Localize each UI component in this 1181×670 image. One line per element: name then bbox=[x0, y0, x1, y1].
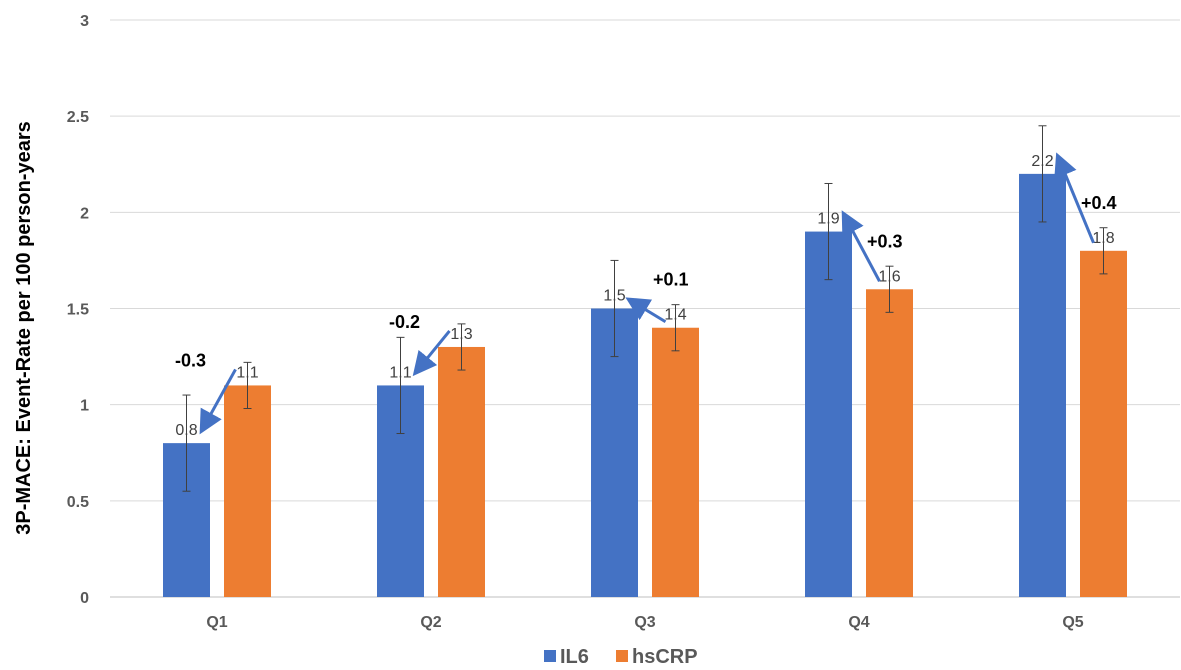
y-tick-label: 0.5 bbox=[67, 494, 89, 511]
bar-hscrp bbox=[224, 385, 271, 597]
bar-hscrp bbox=[866, 289, 913, 597]
x-axis-ticks: Q1 Q2 Q3 Q4 Q5 bbox=[206, 614, 1083, 631]
bars bbox=[163, 173, 1127, 598]
delta-arrows: -0.3 -0.2 +0.1 +0.3 +0.4 bbox=[175, 152, 1117, 435]
value-label: 1.5 bbox=[603, 288, 625, 305]
x-tick-label: Q3 bbox=[634, 614, 655, 631]
value-label: 1.3 bbox=[450, 326, 472, 343]
delta-annotation: +0.3 bbox=[867, 231, 903, 251]
legend-label-il6: IL6 bbox=[560, 646, 589, 668]
x-tick-label: Q1 bbox=[206, 614, 227, 631]
y-axis-ticks: 0 0.5 1 1.5 2 2.5 3 bbox=[67, 13, 89, 607]
y-axis-label: 3P-MACE: Event-Rate per 100 person-years bbox=[13, 121, 35, 534]
delta-annotation: -0.2 bbox=[389, 312, 420, 332]
value-label: 1.1 bbox=[236, 364, 258, 381]
y-tick-label: 2.5 bbox=[67, 109, 89, 126]
legend: IL6 hsCRP bbox=[544, 646, 698, 668]
x-tick-label: Q4 bbox=[848, 614, 869, 631]
bar-il6 bbox=[1019, 173, 1066, 597]
y-tick-label: 3 bbox=[80, 13, 89, 30]
value-label: 0.8 bbox=[175, 422, 197, 439]
delta-arrow bbox=[1054, 152, 1095, 244]
y-tick-label: 1 bbox=[80, 398, 89, 415]
value-label: 2.2 bbox=[1031, 153, 1053, 170]
y-tick-label: 2 bbox=[80, 205, 89, 222]
x-tick-label: Q5 bbox=[1062, 614, 1083, 631]
value-label: 1.1 bbox=[389, 364, 411, 381]
data-labels: 0.8 1.1 1.1 1.3 1.5 1.4 1.9 1.6 2.2 1.8 bbox=[175, 153, 1114, 439]
value-label: 1.8 bbox=[1092, 230, 1114, 247]
bar-hscrp bbox=[438, 346, 485, 597]
legend-swatch-hscrp bbox=[616, 650, 628, 662]
delta-annotation: +0.1 bbox=[653, 270, 689, 290]
value-label: 1.4 bbox=[664, 307, 686, 324]
x-tick-label: Q2 bbox=[420, 614, 441, 631]
value-label: 1.9 bbox=[817, 211, 839, 228]
delta-arrow bbox=[841, 210, 881, 282]
delta-annotation: +0.4 bbox=[1081, 193, 1117, 213]
delta-arrow bbox=[412, 330, 451, 377]
value-label: 1.6 bbox=[878, 268, 900, 285]
bar-il6 bbox=[805, 231, 852, 598]
legend-swatch-il6 bbox=[544, 650, 556, 662]
y-tick-label: 0 bbox=[80, 590, 89, 607]
bar-hscrp bbox=[652, 327, 699, 597]
gridlines bbox=[110, 19, 1180, 598]
error-bars bbox=[182, 125, 1108, 492]
bar-hscrp bbox=[1080, 250, 1127, 598]
delta-arrow bbox=[199, 368, 237, 435]
y-tick-label: 1.5 bbox=[67, 302, 89, 319]
delta-arrow bbox=[625, 297, 667, 324]
legend-label-hscrp: hsCRP bbox=[632, 646, 698, 668]
delta-annotation: -0.3 bbox=[175, 350, 206, 370]
